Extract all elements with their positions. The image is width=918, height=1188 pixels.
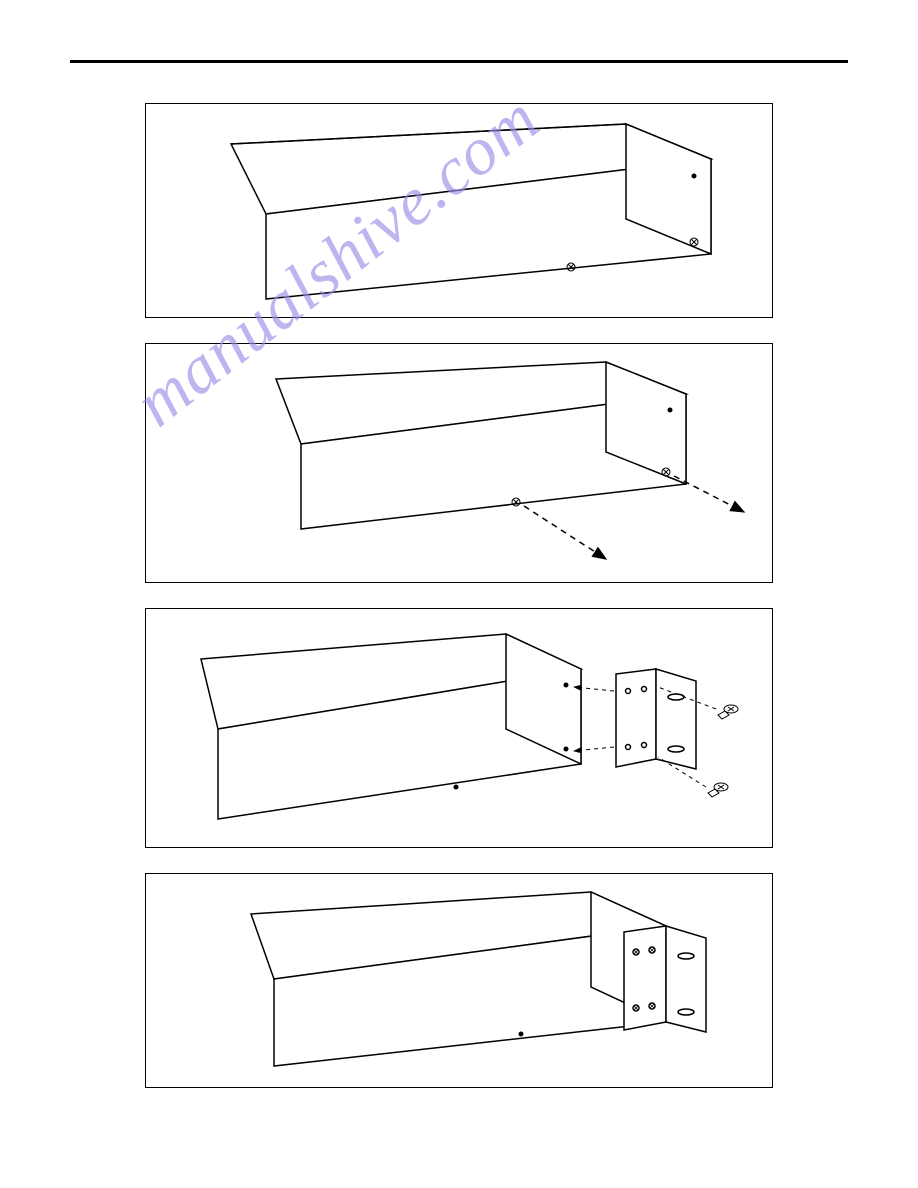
top-rule [70, 60, 848, 63]
page-container [70, 60, 848, 1088]
diagram-1 [146, 104, 772, 317]
removal-arrow-2 [524, 506, 606, 559]
panel-1 [145, 103, 773, 318]
diagram-3 [146, 609, 772, 847]
l-bracket-attached [624, 926, 706, 1032]
panel-3 [145, 608, 773, 848]
panels-group [70, 103, 848, 1088]
screw-1 [718, 705, 738, 719]
diagram-2 [146, 344, 772, 582]
hole-dot [692, 174, 697, 179]
panel-4 [145, 873, 773, 1088]
screw-2 [708, 783, 728, 797]
l-bracket [616, 669, 696, 769]
diagram-4 [146, 874, 772, 1087]
panel-2 [145, 343, 773, 583]
removal-arrow-1 [674, 476, 744, 512]
